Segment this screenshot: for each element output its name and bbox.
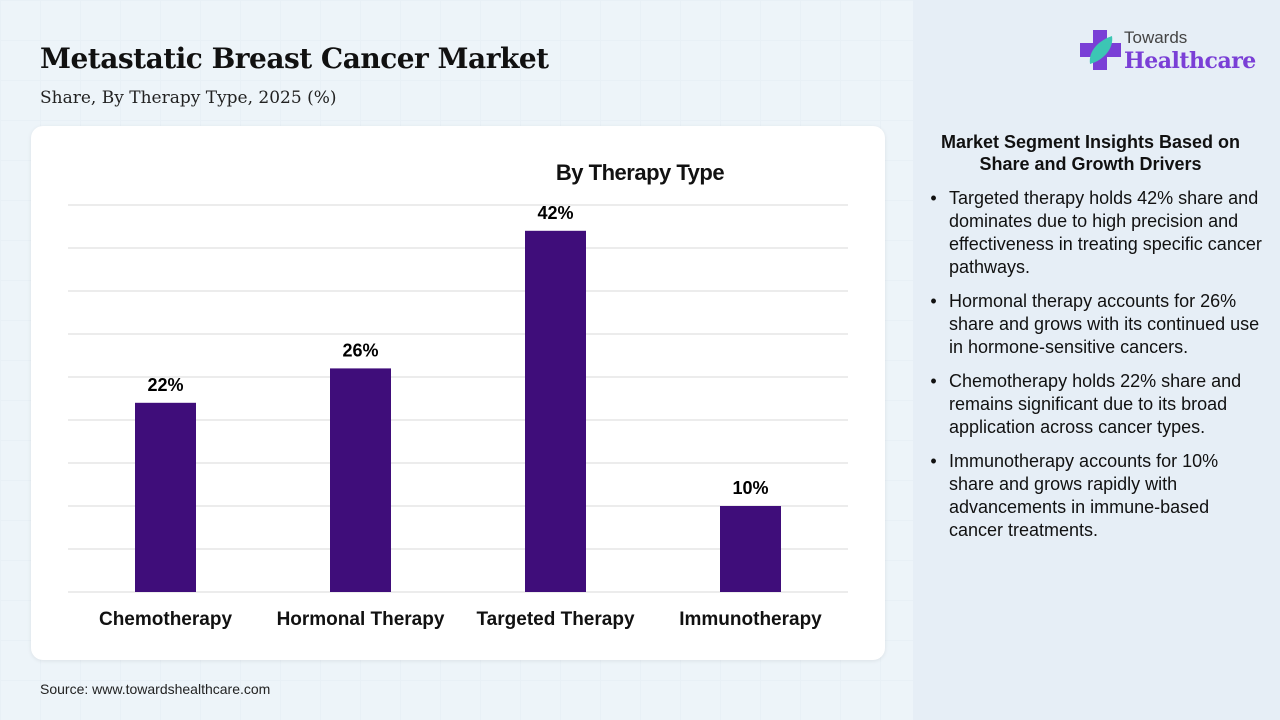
data-label: 22% bbox=[147, 375, 183, 395]
data-label: 42% bbox=[537, 203, 573, 223]
source-text: Source: www.towardshealthcare.com bbox=[40, 681, 271, 697]
insight-item: • Chemotherapy holds 22% share and remain… bbox=[918, 370, 1263, 439]
page-subtitle: Share, By Therapy Type, 2025 (%) bbox=[40, 88, 337, 108]
insight-text: Chemotherapy holds 22% share and remains… bbox=[949, 371, 1242, 437]
bullet-icon: • bbox=[930, 451, 937, 471]
insight-text: Immunotherapy accounts for 10% share and… bbox=[949, 451, 1219, 540]
insight-item: • Immunotherapy accounts for 10% share an… bbox=[918, 450, 1263, 542]
bar-chart: 22% Chemotherapy 26% Hormonal Therapy 42% Tar… bbox=[68, 203, 848, 630]
logo-cross-icon bbox=[1080, 30, 1121, 70]
insight-item: • Hormonal therapy accounts for 26% share… bbox=[918, 290, 1263, 359]
bullet-icon: • bbox=[930, 371, 937, 391]
bullet-icon: • bbox=[930, 291, 937, 311]
data-label: 26% bbox=[342, 340, 378, 360]
right-panel bbox=[913, 0, 1280, 720]
insight-text: Targeted therapy holds 42% share and dom… bbox=[949, 188, 1262, 277]
bar-chemotherapy bbox=[135, 402, 196, 592]
insights-heading: Market Segment Insights Based on Share a… bbox=[940, 132, 1241, 174]
logo-text-healthcare: Healthcare bbox=[1124, 48, 1256, 74]
logo-text-towards: Towards bbox=[1124, 28, 1188, 47]
chart-title: By Therapy Type bbox=[555, 160, 725, 185]
bullet-icon: • bbox=[930, 188, 937, 208]
insight-item: • Targeted therapy holds 42% share and do… bbox=[918, 187, 1263, 279]
x-tick-label: Targeted Therapy bbox=[476, 609, 634, 630]
page-title: Metastatic Breast Cancer Market bbox=[40, 42, 549, 75]
logo: Towards Healthcare bbox=[1080, 28, 1260, 78]
insights-panel: Market Segment Insights Based on Share a… bbox=[918, 131, 1263, 553]
x-tick-label: Chemotherapy bbox=[99, 609, 232, 630]
data-label: 10% bbox=[732, 478, 768, 498]
x-tick-label: Hormonal Therapy bbox=[277, 609, 445, 630]
bar-targeted-therapy bbox=[525, 230, 586, 593]
bar-immunotherapy bbox=[720, 506, 781, 592]
insight-text: Hormonal therapy accounts for 26% share … bbox=[949, 291, 1260, 357]
bar-hormonal-therapy bbox=[330, 368, 391, 592]
x-tick-label: Immunotherapy bbox=[679, 609, 822, 630]
